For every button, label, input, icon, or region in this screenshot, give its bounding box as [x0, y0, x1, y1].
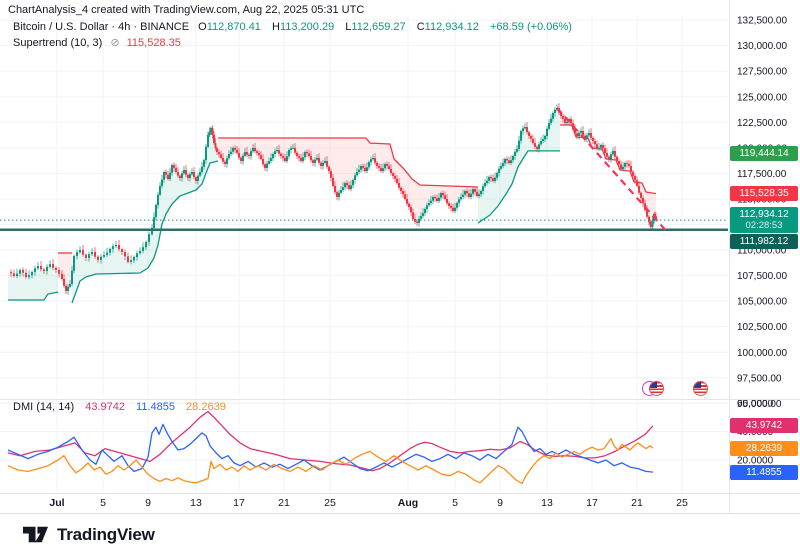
price-axis-separator	[729, 0, 730, 513]
svg-text:112,500.00: 112,500.00	[737, 220, 787, 231]
svg-text:21: 21	[278, 497, 290, 509]
svg-text:25: 25	[676, 497, 688, 509]
svg-text:102,500.00: 102,500.00	[737, 322, 787, 333]
svg-text:95,000.00: 95,000.00	[737, 399, 782, 410]
close-label: C	[416, 21, 425, 33]
svg-text:115,000.00: 115,000.00	[737, 194, 787, 205]
svg-text:122,500.00: 122,500.00	[737, 118, 787, 129]
supertrend-name[interactable]: Supertrend (10, 3)	[13, 37, 103, 49]
svg-text:100,000.00: 100,000.00	[737, 348, 787, 359]
svg-text:105,000.00: 105,000.00	[737, 297, 787, 308]
low-label: L	[345, 21, 352, 33]
high-label: H	[272, 21, 280, 33]
svg-text:13: 13	[190, 497, 202, 509]
change-value: +68.59 (+0.06%)	[489, 21, 572, 33]
dmi-plusdi-value: 11.4855	[136, 401, 175, 413]
svg-text:Jul: Jul	[49, 497, 64, 509]
dmi-legend: DMI (14, 14) 43.9742 11.4855 28.2639	[13, 401, 226, 413]
svg-text:5: 5	[100, 497, 106, 509]
tradingview-logo-text: TradingView	[57, 524, 155, 544]
svg-text:17: 17	[233, 497, 245, 509]
high-value: 113,200.29	[279, 21, 335, 33]
svg-text:21: 21	[631, 497, 643, 509]
svg-text:132,500.00: 132,500.00	[737, 16, 787, 27]
snapshot-title: ChartAnalysis_4 created with TradingView…	[8, 4, 365, 16]
svg-text:120,000.00: 120,000.00	[737, 143, 787, 154]
supertrend-legend: Supertrend (10, 3) ⊘ 115,528.35	[13, 35, 181, 51]
svg-text:130,000.00: 130,000.00	[737, 41, 787, 52]
supertrend-source-icon: ⊘	[110, 37, 120, 49]
svg-text:9: 9	[497, 497, 503, 509]
close-value: 112,934.12	[424, 21, 479, 33]
tradingview-logo[interactable]: TradingView	[22, 521, 155, 548]
dmi-adx-value: 43.9742	[85, 401, 125, 413]
time-axis-separator	[0, 493, 800, 494]
svg-text:40.0000: 40.0000	[737, 427, 774, 438]
svg-text:110,000.00: 110,000.00	[737, 246, 787, 257]
footer-separator	[0, 513, 800, 514]
open-label: O	[198, 21, 207, 33]
svg-text:107,500.00: 107,500.00	[737, 271, 787, 282]
dmi-minusdi-value: 28.2639	[186, 401, 226, 413]
svg-text:13: 13	[541, 497, 553, 509]
symbol-name[interactable]: Bitcoin / U.S. Dollar · 4h · BINANCE	[13, 21, 190, 33]
svg-text:20.0000: 20.0000	[737, 456, 774, 467]
svg-text:97,500.00: 97,500.00	[737, 373, 782, 384]
svg-text:5: 5	[452, 497, 458, 509]
svg-text:60.0000: 60.0000	[737, 399, 774, 410]
svg-text:Aug: Aug	[398, 497, 418, 509]
dmi-name[interactable]: DMI (14, 14)	[13, 401, 75, 413]
open-value: 112,870.41	[206, 21, 261, 33]
pane-separator[interactable]	[0, 399, 800, 400]
svg-text:25: 25	[324, 497, 336, 509]
svg-text:17: 17	[586, 497, 598, 509]
svg-text:117,500.00: 117,500.00	[737, 169, 787, 180]
svg-text:125,000.00: 125,000.00	[737, 92, 787, 103]
low-value: 112,659.27	[351, 21, 406, 33]
svg-text:9: 9	[145, 497, 151, 509]
supertrend-value: 115,528.35	[126, 37, 181, 49]
symbol-legend: Bitcoin / U.S. Dollar · 4h · BINANCE O11…	[13, 19, 572, 35]
tradingview-logo-icon	[22, 526, 49, 543]
svg-text:127,500.00: 127,500.00	[737, 67, 787, 78]
